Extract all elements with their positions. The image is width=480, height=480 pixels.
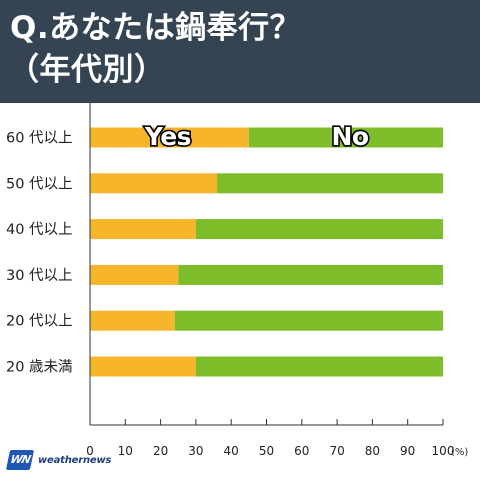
x-tick-label: 60 <box>294 444 309 458</box>
x-tick-label: 0 <box>86 444 94 458</box>
x-tick-label: 90 <box>400 444 415 458</box>
x-tick-label: 50 <box>259 444 274 458</box>
legend-no: No <box>331 122 368 151</box>
category-label: 60 代以上 <box>6 130 73 147</box>
bar-yes-3 <box>90 264 179 285</box>
x-tick-label: 80 <box>365 444 380 458</box>
x-tick-label: 70 <box>329 444 344 458</box>
bar-no-4 <box>174 310 443 331</box>
category-label: 50 代以上 <box>6 175 73 192</box>
category-label: 20 代以上 <box>6 313 73 330</box>
bar-no-3 <box>178 264 443 285</box>
legend-yes: Yes <box>144 122 191 151</box>
category-label: 20 歳未満 <box>6 359 73 376</box>
logo-badge: WN <box>5 450 35 470</box>
x-axis-unit: (%) <box>451 447 468 458</box>
bar-yes-5 <box>90 356 196 377</box>
bar-no-5 <box>195 356 443 377</box>
category-label: 30 代以上 <box>6 267 73 284</box>
x-tick-label: 10 <box>118 444 133 458</box>
x-tick-label: 20 <box>153 444 168 458</box>
bar-no-2 <box>195 219 443 240</box>
category-label: 40 代以上 <box>6 221 73 238</box>
chart-title: Q.あなたは鍋奉行？ <box>10 10 302 46</box>
x-tick-label: 30 <box>188 444 203 458</box>
bar-yes-1 <box>90 173 218 194</box>
x-tick-label: 100 <box>432 444 455 458</box>
bar-no-0 <box>248 127 443 148</box>
logo-text: weathernews <box>38 455 112 466</box>
bar-yes-0 <box>90 127 249 148</box>
bar-no-1 <box>217 173 443 194</box>
bar-yes-4 <box>90 310 175 331</box>
chart-subtitle: （年代別） <box>8 52 166 88</box>
stacked-bar-chart: 60 代以上 50 代以上 40 代以上 30 代以上 20 代以上 20 歳未満 Yes N… <box>6 103 468 458</box>
chart-header: Q.あなたは鍋奉行？ （年代別） <box>0 0 480 103</box>
x-tick-label: 40 <box>224 444 239 458</box>
bar-yes-2 <box>90 219 196 240</box>
